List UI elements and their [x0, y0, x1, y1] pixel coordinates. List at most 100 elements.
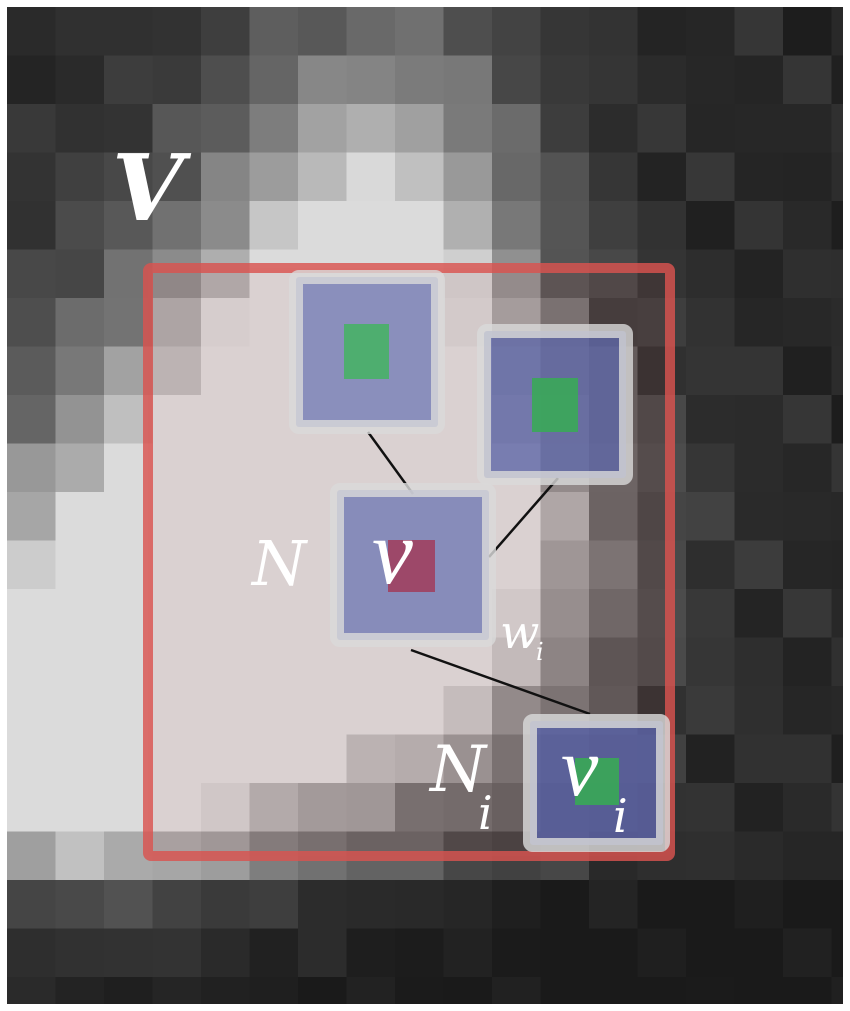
- image-pixel: [201, 152, 251, 202]
- image-pixel: [201, 492, 251, 542]
- image-pixel: [492, 201, 542, 251]
- image-pixel: [734, 201, 784, 251]
- image-pixel: [249, 104, 299, 154]
- image-pixel: [686, 443, 736, 493]
- image-pixel: [152, 346, 202, 396]
- image-pixel: [55, 880, 105, 930]
- image-pixel: [783, 831, 833, 881]
- image-pixel: [55, 831, 105, 881]
- image-pixel: [55, 783, 105, 833]
- image-pixel: [734, 880, 784, 930]
- image-pixel: [249, 783, 299, 833]
- image-pixel: [637, 152, 687, 202]
- image-pixel: [152, 298, 202, 348]
- image-pixel: [298, 734, 348, 784]
- image-pixel: [152, 201, 202, 251]
- image-pixel: [152, 540, 202, 590]
- voxel-label: v: [372, 501, 413, 603]
- image-pixel: [249, 589, 299, 639]
- image-pixel: [7, 734, 57, 784]
- image-pixel: [734, 492, 784, 542]
- image-pixel: [152, 395, 202, 445]
- image-pixel: [637, 346, 687, 396]
- image-pixel: [589, 637, 639, 687]
- image-pixel: [443, 928, 493, 978]
- image-pixel: [249, 637, 299, 687]
- image-pixel: [7, 346, 57, 396]
- image-pixel: [492, 928, 542, 978]
- image-pixel: [540, 7, 590, 57]
- image-pixel: [201, 7, 251, 57]
- image-pixel: [298, 686, 348, 736]
- image-pixel: [686, 880, 736, 930]
- image-pixel: [686, 152, 736, 202]
- image-pixel: [783, 104, 833, 154]
- image-pixel: [686, 55, 736, 105]
- neighbor-patch-i: [523, 714, 670, 852]
- image-pixel: [152, 637, 202, 687]
- image-pixel: [395, 783, 445, 833]
- image-pixel: [298, 7, 348, 57]
- image-pixel: [443, 104, 493, 154]
- connector-top-right: [488, 477, 559, 558]
- image-pixel: [686, 492, 736, 542]
- image-pixel: [152, 443, 202, 493]
- image-pixel: [443, 152, 493, 202]
- image-pixel: [734, 686, 784, 736]
- image-pixel: [783, 928, 833, 978]
- image-pixel: [540, 104, 590, 154]
- image-pixel: [152, 880, 202, 930]
- image-pixel: [686, 589, 736, 639]
- image-pixel: [152, 928, 202, 978]
- neighborhood-i-subscript: i: [478, 786, 493, 840]
- image-pixel: [346, 55, 396, 105]
- image-pixel: [55, 346, 105, 396]
- weight-subscript: i: [536, 638, 544, 666]
- image-pixel: [7, 686, 57, 736]
- image-pixel: [686, 686, 736, 736]
- image-pixel: [734, 637, 784, 687]
- image-pixel: [298, 880, 348, 930]
- image-pixel: [637, 637, 687, 687]
- image-pixel: [7, 104, 57, 154]
- image-pixel: [55, 152, 105, 202]
- image-pixel: [152, 104, 202, 154]
- image-pixel: [734, 831, 784, 881]
- image-pixel: [7, 783, 57, 833]
- image-pixel: [346, 783, 396, 833]
- image-pixel: [395, 152, 445, 202]
- image-pixel: [395, 686, 445, 736]
- image-pixel: [55, 928, 105, 978]
- image-pixel: [783, 783, 833, 833]
- image-pixel: [346, 104, 396, 154]
- target-patch: [330, 483, 496, 647]
- image-pixel: [298, 928, 348, 978]
- image-pixel: [201, 880, 251, 930]
- image-pixel: [783, 395, 833, 445]
- image-pixel: [540, 637, 590, 687]
- image-pixel: [686, 104, 736, 154]
- image-pixel: [55, 104, 105, 154]
- image-pixel: [152, 734, 202, 784]
- image-pixel: [637, 395, 687, 445]
- image-pixel: [55, 686, 105, 736]
- image-pixel: [7, 55, 57, 105]
- image-pixel: [783, 7, 833, 57]
- image-pixel: [443, 734, 493, 784]
- target-center-voxel: [388, 540, 435, 592]
- image-pixel: [492, 540, 542, 590]
- image-pixel: [152, 589, 202, 639]
- image-pixel: [443, 686, 493, 736]
- image-pixel: [395, 104, 445, 154]
- image-pixel: [734, 589, 784, 639]
- connector-bottom: [410, 648, 591, 716]
- image-pixel: [346, 152, 396, 202]
- image-pixel: [589, 201, 639, 251]
- image-pixel: [783, 298, 833, 348]
- image-pixel: [540, 589, 590, 639]
- image-pixel: [734, 395, 784, 445]
- image-pixel: [734, 7, 784, 57]
- image-pixel: [201, 201, 251, 251]
- image-pixel: [7, 7, 57, 57]
